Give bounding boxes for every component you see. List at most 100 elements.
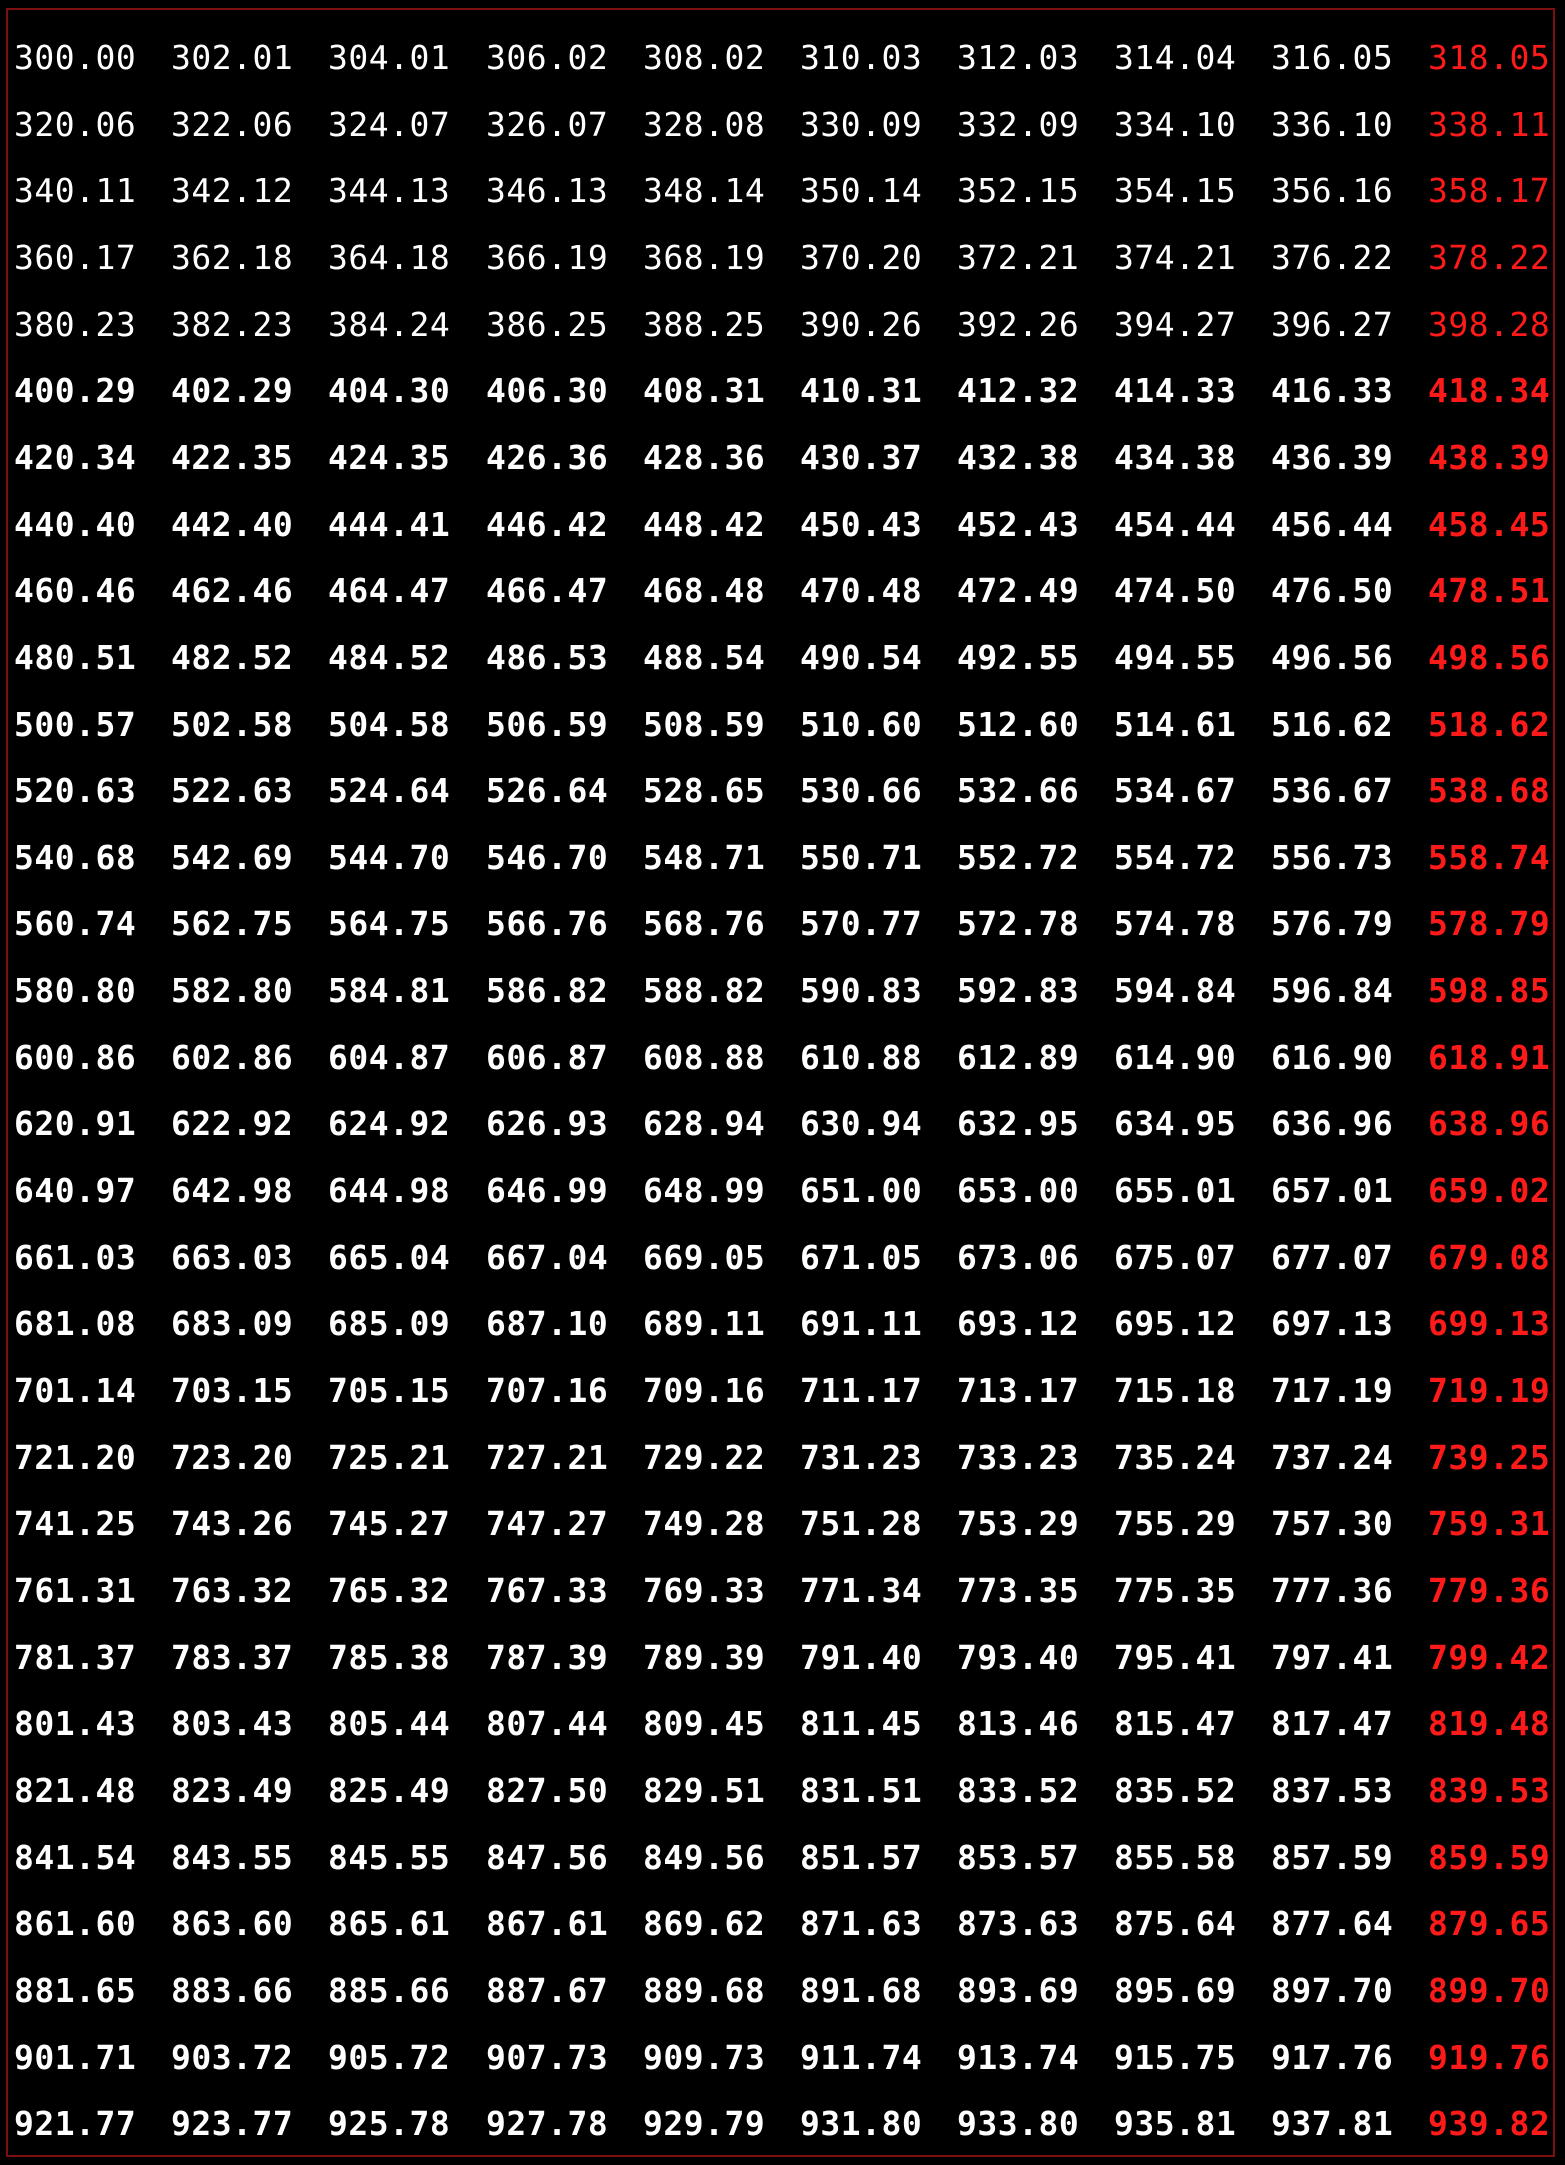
highlighted-value-cell: 398.28 [1428,304,1551,344]
value-cell: 572.78 [957,904,1080,944]
value-cell: 560.74 [14,904,137,944]
value-cell: 809.45 [643,1704,766,1744]
value-cell: 889.68 [643,1970,766,2010]
value-cell: 444.41 [328,504,451,544]
table-row: 781.37 783.37 785.38 787.39 789.39 791.40 793.… [0,1625,1565,1692]
value-cell: 356.16 [1271,171,1394,211]
value-cell: 620.91 [14,1104,137,1144]
value-cell: 823.49 [171,1770,294,1810]
value-cell: 717.19 [1271,1371,1394,1410]
value-cell: 757.30 [1271,1504,1394,1544]
value-cell: 392.26 [957,304,1080,344]
value-cell: 542.69 [171,837,294,877]
value-cell: 745.27 [328,1504,451,1544]
value-cell: 863.60 [171,1904,294,1944]
value-cell: 901.71 [14,2037,137,2077]
value-cell: 516.62 [1271,704,1394,744]
value-cell: 522.63 [171,771,294,811]
table-row: 761.31 763.32 765.32 767.33 769.33 771.34 773.… [0,1558,1565,1625]
value-cell: 536.67 [1271,771,1394,811]
value-cell: 835.52 [1114,1770,1237,1810]
value-cell: 532.66 [957,771,1080,811]
value-cell: 446.42 [486,504,609,544]
value-cell: 705.15 [328,1371,451,1410]
highlighted-value-cell: 759.31 [1428,1504,1551,1544]
value-cell: 831.51 [800,1770,923,1810]
value-cell: 845.55 [328,1837,451,1877]
value-cell: 895.69 [1114,1970,1237,2010]
value-cell: 833.52 [957,1770,1080,1810]
value-cell: 907.73 [486,2037,609,2077]
value-cell: 420.34 [14,437,137,477]
value-cell: 691.11 [800,1304,923,1344]
table-row: 600.86 602.86 604.87 606.87 608.88 610.88 612.… [0,1025,1565,1092]
value-cell: 502.58 [171,704,294,744]
value-cell: 534.67 [1114,771,1237,811]
value-cell: 735.24 [1114,1437,1237,1477]
value-cell: 697.13 [1271,1304,1394,1344]
value-cell: 382.23 [171,304,294,344]
value-cell: 482.52 [171,637,294,677]
value-cell: 314.04 [1114,38,1237,77]
value-cell: 903.72 [171,2037,294,2077]
value-cell: 302.01 [171,38,294,77]
value-cell: 642.98 [171,1171,294,1211]
value-cell: 368.19 [643,237,766,277]
value-cell: 374.21 [1114,237,1237,277]
value-cell: 721.20 [14,1437,137,1477]
value-cell: 630.94 [800,1104,923,1144]
value-cell: 923.77 [171,2104,294,2144]
value-cell: 540.68 [14,837,137,877]
highlighted-value-cell: 879.65 [1428,1904,1551,1944]
highlighted-value-cell: 859.59 [1428,1837,1551,1877]
value-cell: 600.86 [14,1037,137,1077]
value-cell: 837.53 [1271,1770,1394,1810]
value-cell: 342.12 [171,171,294,211]
value-cell: 400.29 [14,371,137,411]
highlighted-value-cell: 318.05 [1428,38,1551,77]
value-cell: 360.17 [14,237,137,277]
value-cell: 432.38 [957,437,1080,477]
value-cell: 568.76 [643,904,766,944]
table-row: 360.17 362.18 364.18 366.19 368.19 370.20 372.… [0,225,1565,292]
highlighted-value-cell: 919.76 [1428,2037,1551,2077]
value-cell: 897.70 [1271,1970,1394,2010]
highlighted-value-cell: 638.96 [1428,1104,1551,1144]
value-cell: 813.46 [957,1704,1080,1744]
value-cell: 394.27 [1114,304,1237,344]
value-cell: 520.63 [14,771,137,811]
value-cell: 683.09 [171,1304,294,1344]
value-cell: 795.41 [1114,1637,1237,1677]
value-cell: 753.29 [957,1504,1080,1544]
highlighted-value-cell: 679.08 [1428,1237,1551,1277]
value-cell: 667.04 [486,1237,609,1277]
value-cell: 610.88 [800,1037,923,1077]
value-cell: 326.07 [486,104,609,144]
highlighted-value-cell: 819.48 [1428,1704,1551,1744]
value-cell: 564.75 [328,904,451,944]
value-cell: 344.13 [328,171,451,211]
value-cell: 494.55 [1114,637,1237,677]
value-cell: 707.16 [486,1371,609,1410]
value-cell: 480.51 [14,637,137,677]
value-cell: 811.45 [800,1704,923,1744]
value-cell: 731.23 [800,1437,923,1477]
table-row: 520.63 522.63 524.64 526.64 528.65 530.66 532.… [0,758,1565,825]
value-cell: 312.03 [957,38,1080,77]
highlighted-value-cell: 378.22 [1428,237,1551,277]
value-cell: 927.78 [486,2104,609,2144]
table-row: 841.54 843.55 845.55 847.56 849.56 851.57 853.… [0,1825,1565,1892]
value-cell: 743.26 [171,1504,294,1544]
value-cell: 787.39 [486,1637,609,1677]
value-cell: 797.41 [1271,1637,1394,1677]
value-cell: 554.72 [1114,837,1237,877]
value-cell: 715.18 [1114,1371,1237,1410]
table-frame [6,8,1555,2157]
value-cell: 877.64 [1271,1904,1394,1944]
value-cell: 701.14 [14,1371,137,1410]
value-cell: 426.36 [486,437,609,477]
value-cell: 925.78 [328,2104,451,2144]
value-cell: 548.71 [643,837,766,877]
value-cell: 386.25 [486,304,609,344]
value-cell: 646.99 [486,1171,609,1211]
